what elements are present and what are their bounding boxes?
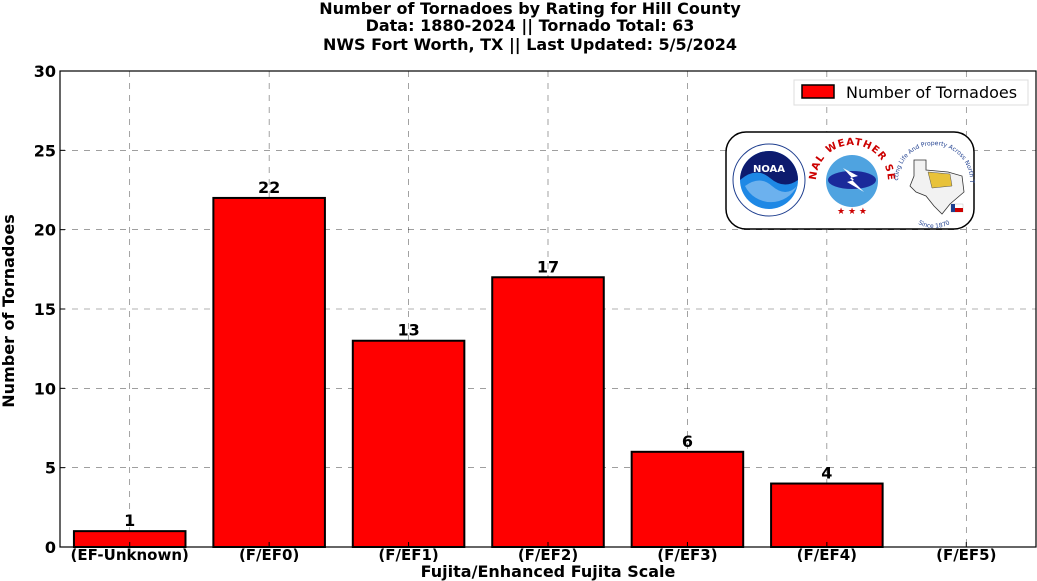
bar-1 [212, 196, 326, 549]
x-tick-label: (F/EF2) [518, 546, 578, 564]
y-tick-label: 25 [34, 141, 56, 160]
chart-title-line-1: Number of Tornadoes by Rating for Hill C… [319, 0, 741, 18]
y-axis-ticks: 0 5 10 15 20 25 30 [34, 62, 65, 557]
data-labels: 1 22 13 17 6 4 [124, 178, 832, 530]
fwd-since-text: Since 1870 [917, 219, 951, 230]
data-label: 22 [258, 178, 280, 197]
bar-2 [351, 339, 466, 548]
bar-5 [770, 482, 884, 548]
y-tick-label: 0 [45, 538, 56, 557]
data-label: 6 [682, 432, 693, 451]
bar-3 [491, 276, 605, 548]
legend-label: Number of Tornadoes [846, 83, 1017, 102]
x-tick-label: (F/EF1) [378, 546, 438, 564]
x-tick-label: (F/EF4) [797, 546, 857, 564]
x-tick-label: (EF-Unknown) [71, 546, 189, 564]
x-tick-label: (F/EF5) [936, 546, 996, 564]
bars [72, 196, 884, 549]
svg-text:★ ★ ★: ★ ★ ★ [837, 207, 867, 217]
data-label: 17 [537, 257, 559, 276]
data-label: 4 [821, 464, 832, 483]
chart-title-line-2: Data: 1880-2024 || Tornado Total: 63 [365, 16, 695, 35]
data-label: 13 [397, 321, 419, 340]
legend: Number of Tornadoes [793, 79, 1029, 106]
chart-title-line-3: NWS Fort Worth, TX || Last Updated: 5/5/… [322, 35, 738, 54]
y-axis-label: Number of Tornadoes [0, 214, 18, 407]
data-label: 1 [124, 511, 135, 530]
legend-swatch [801, 84, 835, 99]
x-axis-ticks: (EF-Unknown) (F/EF0) (F/EF1) (F/EF2) (F/EF3)… [71, 542, 996, 564]
noaa-text: NOAA [753, 164, 785, 175]
x-tick-label: (F/EF0) [239, 546, 299, 564]
y-tick-label: 20 [34, 221, 56, 240]
y-tick-label: 5 [45, 459, 56, 478]
logo-panel: NOAA NATIONAL WEATHER SERVICE ★ ★ ★ [0, 0, 975, 230]
x-tick-label: (F/EF3) [657, 546, 717, 564]
svg-text:Since 1870: Since 1870 [917, 219, 951, 230]
x-axis-label: Fujita/Enhanced Fujita Scale [421, 562, 676, 581]
y-tick-label: 10 [34, 379, 56, 398]
noaa-logo: NOAA [732, 143, 806, 217]
y-tick-label: 15 [34, 300, 56, 319]
bar-4 [630, 450, 745, 548]
y-tick-label: 30 [34, 62, 56, 81]
